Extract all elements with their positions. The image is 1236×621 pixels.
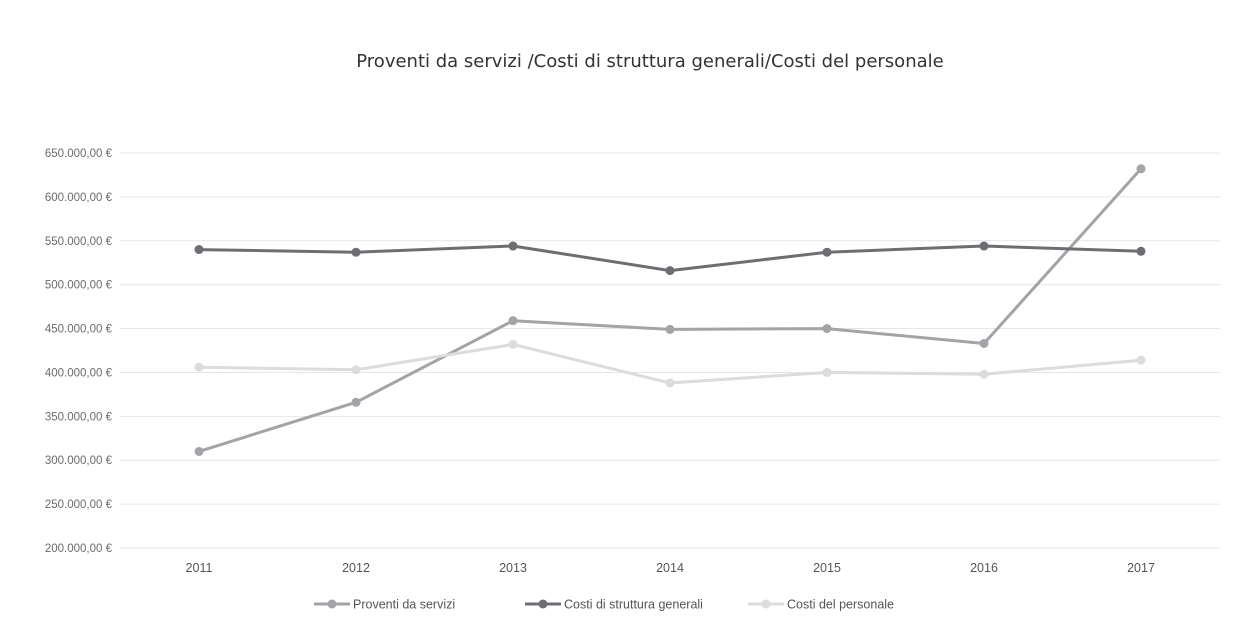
- y-tick-label: 450.000,00 €: [45, 324, 113, 336]
- legend-item: Costi di struttura generali: [525, 598, 703, 612]
- x-tick-label: 2012: [342, 561, 370, 575]
- y-tick-label: 550.000,00 €: [45, 236, 113, 248]
- legend-label: Costi del personale: [787, 598, 894, 612]
- data-point: [979, 369, 989, 379]
- data-point: [665, 324, 675, 334]
- x-tick-label: 2015: [813, 561, 841, 575]
- y-tick-label: 400.000,00 €: [45, 367, 113, 379]
- y-tick-label: 350.000,00 €: [45, 411, 113, 423]
- data-point: [194, 446, 204, 456]
- legend-item: Costi del personale: [748, 598, 894, 612]
- x-tick-label: 2016: [970, 561, 998, 575]
- y-tick-label: 200.000,00 €: [45, 543, 113, 555]
- data-point: [508, 241, 518, 251]
- series-line: [197, 342, 1143, 385]
- gridlines: [120, 152, 1220, 549]
- y-tick-label: 500.000,00 €: [45, 280, 113, 292]
- data-point: [351, 397, 361, 407]
- data-point: [351, 365, 361, 375]
- y-tick-label: 300.000,00 €: [45, 455, 113, 467]
- x-axis: 2011 2012 2013 2014 2015 2016 2017: [186, 561, 1155, 575]
- legend: Proventi da servizi Costi di struttura ge…: [314, 598, 894, 612]
- data-point: [979, 241, 989, 251]
- y-tick-label: 650.000,00 €: [45, 148, 113, 160]
- series-3: [194, 339, 1146, 388]
- data-point: [1136, 164, 1146, 174]
- data-point: [508, 339, 518, 349]
- data-point: [194, 245, 204, 255]
- x-tick-label: 2013: [499, 561, 527, 575]
- data-point: [1136, 355, 1146, 365]
- x-tick-label: 2011: [186, 561, 213, 575]
- data-point: [822, 247, 832, 257]
- x-tick-label: 2014: [656, 561, 684, 575]
- y-tick-label: 600.000,00 €: [45, 192, 113, 204]
- y-tick-label: 250.000,00 €: [45, 499, 113, 511]
- legend-item: Proventi da servizi: [314, 598, 455, 612]
- x-tick-label: 2017: [1127, 561, 1155, 575]
- legend-marker: [538, 599, 548, 609]
- data-point: [665, 266, 675, 276]
- data-point: [979, 338, 989, 348]
- legend-marker: [761, 599, 771, 609]
- data-point: [351, 247, 361, 257]
- series-1: [194, 164, 1146, 456]
- data-point: [822, 324, 832, 334]
- data-point: [665, 378, 675, 388]
- legend-label: Costi di struttura generali: [564, 598, 703, 612]
- series-2: [194, 241, 1146, 276]
- series-line: [197, 167, 1143, 453]
- legend-marker: [327, 599, 337, 609]
- chart-title: Proventi da servizi /Costi di struttura …: [356, 51, 943, 72]
- data-point: [508, 316, 518, 326]
- data-point: [194, 362, 204, 372]
- data-point: [822, 367, 832, 377]
- legend-label: Proventi da servizi: [353, 598, 455, 612]
- y-axis: 200.000,00 € 250.000,00 € 300.000,00 € 350.…: [45, 148, 113, 555]
- series-lines: [194, 164, 1146, 456]
- data-point: [1136, 246, 1146, 256]
